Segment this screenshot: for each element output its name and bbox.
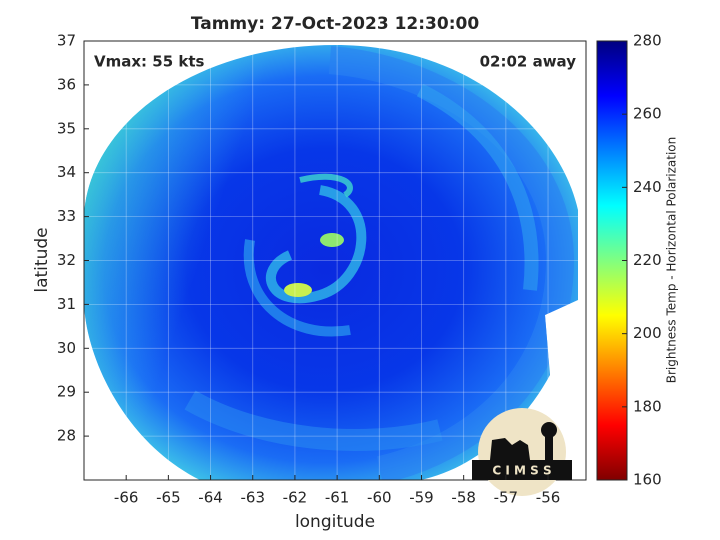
x-tick-label: -57 <box>494 489 519 507</box>
imagery <box>84 45 578 480</box>
x-tick-label: -65 <box>156 489 181 507</box>
x-tick-label: -59 <box>409 489 434 507</box>
logo-text: C I M S S <box>492 464 551 478</box>
y-tick-label: 30 <box>57 339 76 357</box>
y-tick-label: 28 <box>57 427 76 445</box>
x-tick-label: -64 <box>198 489 223 507</box>
colorbar-tick-label: 260 <box>633 105 662 123</box>
colorbar-tick-label: 180 <box>633 397 662 415</box>
y-axis-label: latitude <box>32 227 52 292</box>
x-axis-label: longitude <box>295 512 375 532</box>
colorbar-tick-label: 200 <box>633 324 662 342</box>
colorbar-tick-label: 160 <box>633 471 662 489</box>
y-tick-label: 37 <box>57 32 76 50</box>
x-tick-label: -58 <box>451 489 476 507</box>
y-tick-label: 36 <box>57 75 76 93</box>
x-tick-label: -56 <box>536 489 561 507</box>
y-tick-label: 29 <box>57 383 76 401</box>
annotation: Vmax: 55 kts <box>94 53 204 71</box>
chart-title: Tammy: 27-Oct-2023 12:30:00 <box>191 14 479 34</box>
colorbar-label: Brightness Temp - Horizontal Polarizatio… <box>665 137 679 384</box>
y-tick-label: 34 <box>57 163 76 181</box>
y-tick-label: 31 <box>57 295 76 313</box>
x-tick-label: -61 <box>325 489 350 507</box>
colorbar-tick-label: 240 <box>633 178 662 196</box>
x-tick-label: -66 <box>114 489 139 507</box>
y-tick-label: 32 <box>57 251 76 269</box>
colorbar-tick-label: 220 <box>633 251 662 269</box>
annotation: 02:02 away <box>480 53 577 71</box>
x-tick-label: -63 <box>240 489 265 507</box>
x-tick-label: -62 <box>283 489 308 507</box>
y-tick-label: 33 <box>57 207 76 225</box>
y-tick-label: 35 <box>57 119 76 137</box>
colorbar-tick-label: 280 <box>633 32 662 50</box>
x-tick-label: -60 <box>367 489 392 507</box>
logo: C I M S S <box>472 408 572 496</box>
